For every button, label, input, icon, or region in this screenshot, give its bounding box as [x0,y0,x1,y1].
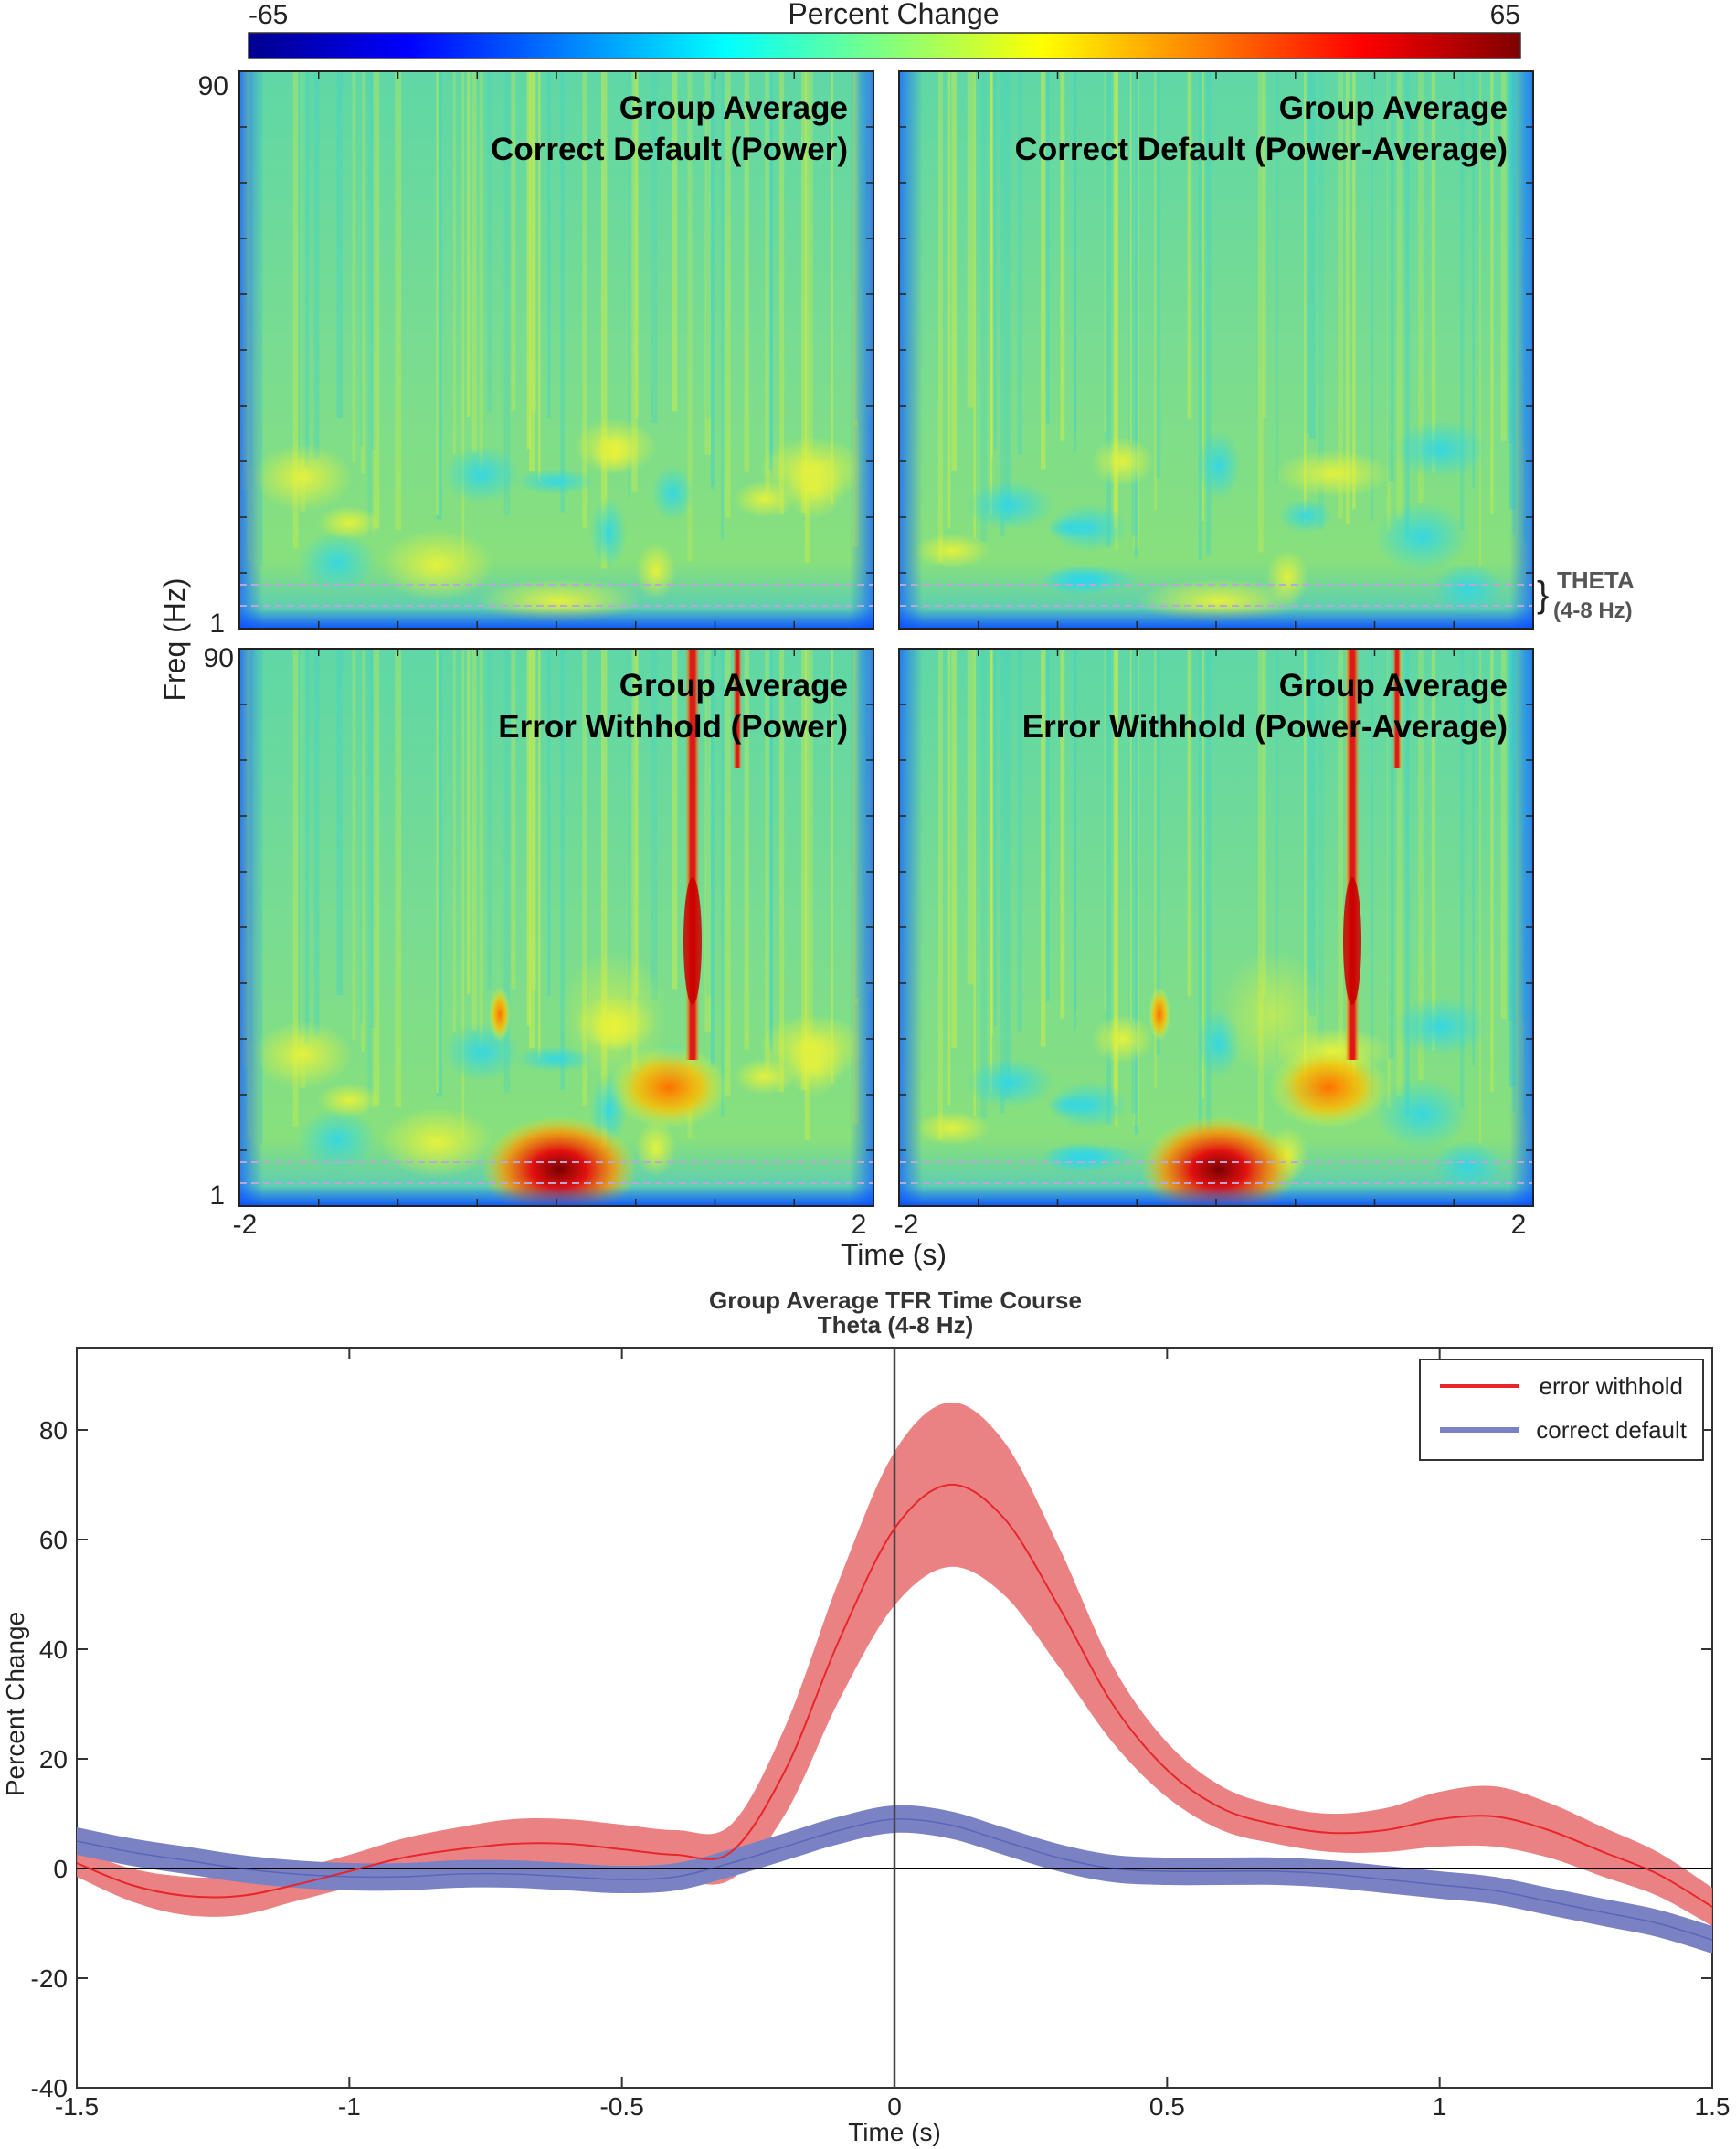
y-tick-label: 20 [39,1745,68,1773]
x-tick-label: 1.5 [1695,2092,1731,2121]
colorbar-max-label: 65 [1490,0,1520,30]
theta-label: THETA [1557,566,1635,594]
x-tick-label: -1.5 [55,2092,99,2121]
freq-top-tick-panel-3: 90 [204,643,234,673]
series-lines [76,1483,1713,1941]
spectrogram-panel-1: Group Average Correct Default (Power) [238,70,874,630]
chart-title: Group Average TFR Time Course [709,1286,1082,1314]
y-tick-label: -40 [31,2074,68,2102]
panel-title-line-2: Error Withhold (Power) [498,709,848,745]
panel-title-line-1: Group Average [1279,90,1508,126]
panel-title-line-2: Correct Default (Power) [491,132,848,167]
legend-box [1419,1359,1704,1461]
spectrogram-panel-2: Group Average Correct Default (Power-Aver… [898,70,1534,630]
time-right-tick-panel-4: 2 [1511,1210,1527,1240]
y-tick-label: 40 [39,1636,68,1664]
panel-title-line-1: Group Average [1279,668,1508,704]
panel-title-line-1: Group Average [619,90,848,126]
legend: error withhold correct default [1419,1359,1704,1461]
line-correct-default [76,1818,1713,1941]
chart-subtitle: Theta (4-8 Hz) [818,1311,973,1339]
freq-bottom-tick-panel-1: 1 [209,609,225,639]
y-tick-label: 80 [39,1416,68,1445]
colorbar-gradient [248,32,1521,59]
theta-range-label: (4-8 Hz) [1553,598,1633,623]
time-axis-label: Time (s) [841,1238,947,1271]
axis-ticks: -1.5 -1 -0.5 0 0.5 1 1.5 -40 -20 0 20 40 60 80 [31,1348,1731,2121]
x-tick-label: 0.5 [1149,2092,1185,2121]
colorbar-min-label: -65 [249,0,288,30]
y-tick-label: 60 [39,1526,68,1554]
line-chart: Group Average TFR Time Course Theta (4-8… [1,1286,1730,2146]
legend-label-error-withhold: error withhold [1539,1372,1683,1400]
x-tick-label: -1 [338,2092,361,2121]
theta-brace: } [1537,575,1549,615]
spectrogram-axis-labels: Freq (Hz) 90 1 90 1 -2 2 -2 2 Time (s) }… [158,71,1635,1271]
freq-bottom-tick-panel-3: 1 [209,1180,225,1211]
time-right-tick-panel-3: 2 [852,1210,867,1240]
x-tick-label: 1 [1433,2092,1447,2121]
line-error-withhold [76,1483,1713,1908]
x-tick-label: -0.5 [600,2092,644,2121]
time-left-tick-panel-4: -2 [894,1210,919,1240]
colorbar: -65 Percent Change 65 [248,0,1521,59]
freq-axis-label: Freq (Hz) [158,577,191,701]
time-left-tick-panel-3: -2 [233,1210,258,1240]
legend-label-correct-default: correct default [1536,1416,1688,1444]
spectrogram-panel-3: Group Average Error Withhold (Power) [238,648,874,1207]
y-axis-label: Percent Change [1,1612,29,1796]
y-tick-label: -20 [31,1964,68,1993]
panel-title-line-2: Error Withhold (Power-Average) [1022,709,1508,745]
panel-title-line-2: Correct Default (Power-Average) [1015,132,1508,167]
panel-title-line-1: Group Average [619,668,848,704]
freq-top-tick-panel-1: 90 [198,71,228,101]
y-tick-label: 0 [53,1855,68,1883]
x-axis-label: Time (s) [848,2118,941,2146]
colorbar-title: Percent Change [788,0,999,30]
spectrogram-panel-4: Group Average Error Withhold (Power-Avera… [898,648,1534,1207]
x-tick-label: 0 [887,2092,902,2121]
